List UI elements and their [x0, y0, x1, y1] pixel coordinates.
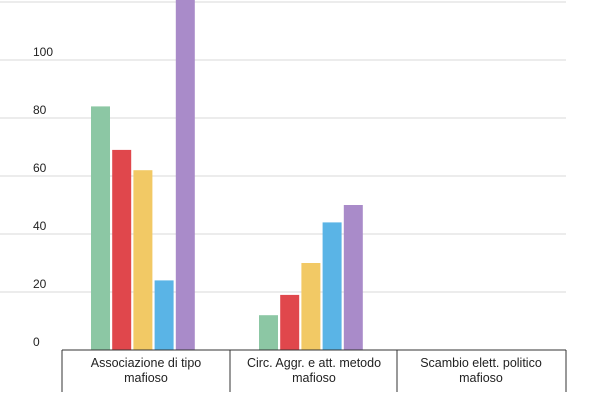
y-tick-label-60: 60: [33, 161, 47, 175]
bar-series2-cat1: [112, 149, 132, 350]
y-tick-label-100: 100: [33, 45, 53, 59]
bar-series5-cat1: [175, 0, 195, 350]
grid-layer: [0, 1, 566, 293]
y-tick-label-0: 0: [33, 335, 40, 349]
y-tick-label-40: 40: [33, 219, 47, 233]
bar-series5-cat2: [343, 205, 363, 350]
bars-layer: [91, 0, 363, 351]
category-label-1-line-2: mafioso: [124, 371, 168, 385]
bar-series1-cat2: [259, 315, 278, 350]
bar-series1-cat1: [91, 106, 110, 351]
y-tick-label-20: 20: [33, 277, 47, 291]
bar-series4-cat1: [154, 280, 174, 350]
bar-series2-cat2: [280, 294, 300, 350]
category-label-2-line-1: Circ. Aggr. e att. metodo: [247, 356, 381, 370]
axis-layer: [61, 349, 567, 392]
category-label-3-line-2: mafioso: [459, 371, 503, 385]
bar-series3-cat1: [133, 170, 153, 350]
bar-series4-cat2: [322, 222, 342, 350]
category-label-1-line-1: Associazione di tipo: [91, 356, 202, 370]
category-label-3-line-1: Scambio elett. politico: [420, 356, 542, 370]
category-label-2-line-2: mafioso: [292, 371, 336, 385]
y-tick-label-80: 80: [33, 103, 47, 117]
bar-series3-cat2: [301, 263, 321, 350]
